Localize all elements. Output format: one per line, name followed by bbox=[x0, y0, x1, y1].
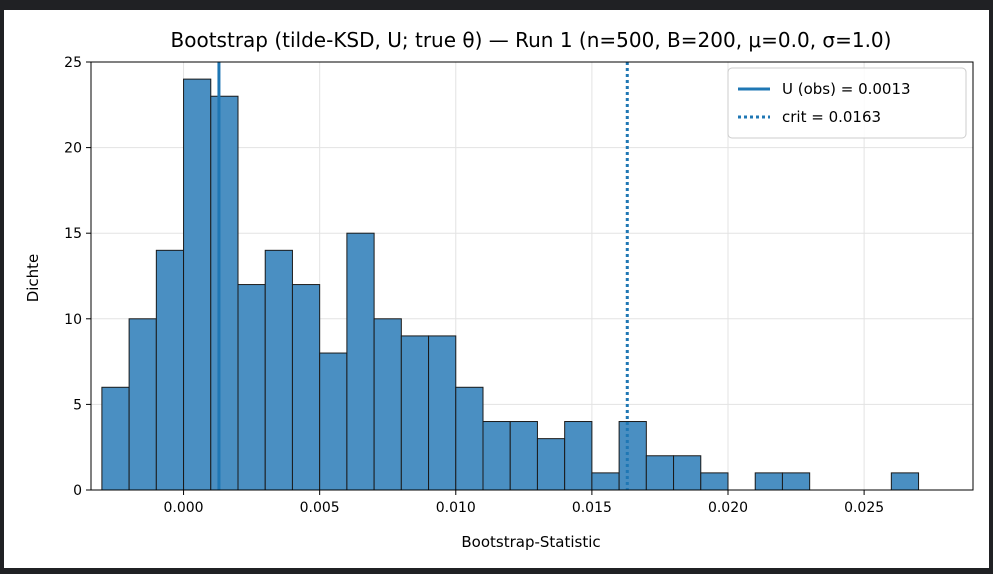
histogram-bar bbox=[210, 95, 239, 491]
histogram-bar bbox=[781, 472, 811, 491]
histogram-bar bbox=[128, 318, 157, 491]
reference-lines bbox=[217, 62, 629, 490]
histogram-bar bbox=[155, 249, 185, 491]
x-tick-label: 0.015 bbox=[572, 500, 612, 516]
y-axis-label: Dichte bbox=[24, 254, 42, 303]
histogram-bar bbox=[319, 352, 348, 491]
histogram-bar bbox=[291, 284, 321, 491]
histogram-bar bbox=[890, 472, 920, 491]
histogram-bar bbox=[482, 421, 511, 491]
y-tick-label: 0 bbox=[73, 483, 82, 499]
y-tick-label: 25 bbox=[64, 55, 82, 71]
y-tick-label: 15 bbox=[64, 226, 82, 242]
histogram-bar bbox=[645, 455, 675, 491]
histogram-bar bbox=[346, 232, 375, 491]
histogram-bar bbox=[183, 78, 212, 491]
x-tick-label: 0.005 bbox=[300, 500, 340, 516]
y-tick-label: 5 bbox=[73, 397, 82, 413]
histogram-chart: Bootstrap (tilde-KSD, U; true θ) — Run 1… bbox=[24, 28, 974, 551]
histogram-bar bbox=[536, 438, 566, 491]
histogram-bar bbox=[373, 318, 402, 491]
histogram-bar bbox=[264, 249, 293, 491]
histogram-bar bbox=[618, 421, 647, 491]
histogram-bar bbox=[455, 386, 484, 491]
legend: U (obs) = 0.0013 crit = 0.0163 bbox=[727, 67, 967, 139]
histogram-bar bbox=[237, 284, 266, 491]
legend-entry-label: crit = 0.0163 bbox=[782, 108, 881, 126]
y-tick-label: 20 bbox=[64, 141, 82, 157]
x-tick-label: 0.010 bbox=[436, 500, 476, 516]
y-axis-ticks: 0 5 10 15 20 25 bbox=[64, 55, 91, 499]
plot-area-border bbox=[90, 61, 974, 491]
x-axis-label: Bootstrap-Statistic bbox=[461, 533, 600, 551]
figure-canvas: Bootstrap (tilde-KSD, U; true θ) — Run 1… bbox=[4, 10, 989, 568]
histogram-bar bbox=[673, 455, 702, 491]
legend-box bbox=[727, 67, 967, 139]
histogram-bars bbox=[101, 78, 920, 491]
histogram-bar bbox=[428, 335, 457, 491]
chart-title: Bootstrap (tilde-KSD, U; true θ) — Run 1… bbox=[171, 28, 892, 52]
x-tick-label: 0.025 bbox=[844, 500, 884, 516]
histogram-bar bbox=[400, 335, 430, 491]
x-tick-label: 0.020 bbox=[708, 500, 748, 516]
histogram-bar bbox=[754, 472, 783, 491]
histogram-bar bbox=[101, 386, 130, 491]
histogram-bar bbox=[591, 472, 620, 491]
x-axis-ticks: 0.000 0.005 0.010 0.015 0.020 0.025 bbox=[164, 490, 884, 516]
legend-entry-label: U (obs) = 0.0013 bbox=[782, 80, 911, 98]
histogram-bar bbox=[564, 421, 593, 491]
histogram-bar bbox=[509, 421, 538, 491]
x-tick-label: 0.000 bbox=[164, 500, 204, 516]
y-tick-label: 10 bbox=[64, 312, 82, 328]
histogram-bar bbox=[700, 472, 729, 491]
